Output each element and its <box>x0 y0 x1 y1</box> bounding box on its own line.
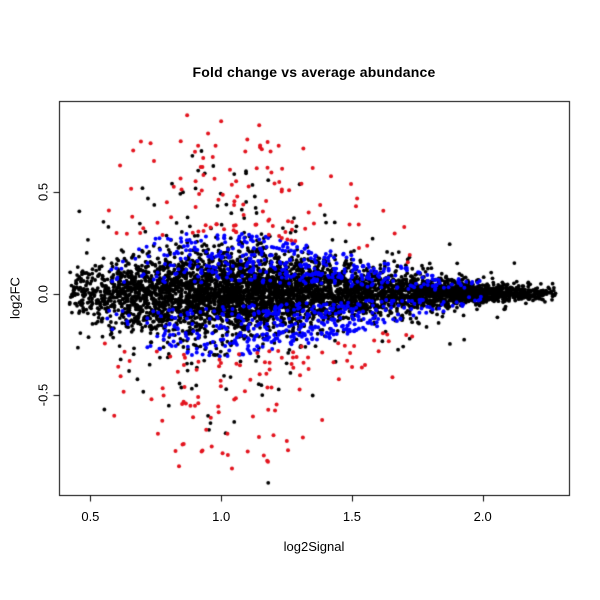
chart-title: Fold change vs average abundance <box>192 64 436 80</box>
x-tick-label: 0.5 <box>81 509 100 524</box>
y-axis-title: log2FC <box>7 277 23 319</box>
y-tick-label: -0.5 <box>35 384 51 407</box>
x-tick-label: 2.0 <box>473 509 492 524</box>
x-axis-title: log2Signal <box>283 539 345 554</box>
x-tick-label: 1.0 <box>212 509 231 524</box>
y-tick-label: 0.0 <box>35 284 51 303</box>
x-tick-label: 1.5 <box>342 509 361 524</box>
y-tick-label: 0.5 <box>35 183 51 202</box>
